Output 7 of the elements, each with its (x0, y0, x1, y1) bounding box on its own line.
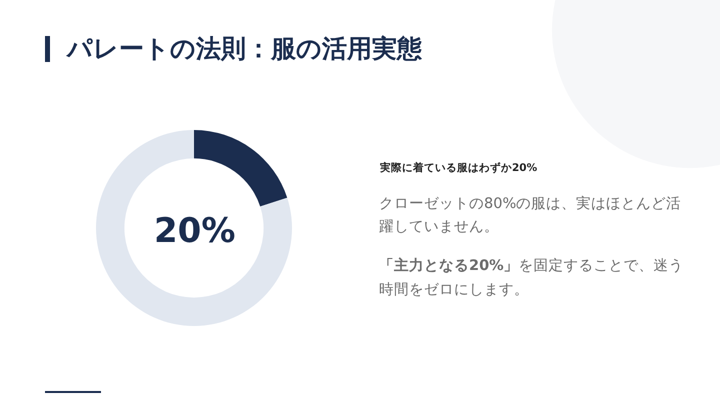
donut-slice (96, 130, 292, 326)
text: クローゼットの80%の服は、実はほとんど活躍していません。 (379, 195, 682, 235)
text: 実際に着ている服はわずか20% (379, 161, 538, 174)
text: 20% (154, 211, 236, 251)
chart-title: パレートの法則：服の活用実態 (65, 34, 423, 63)
text: 「主力となる20%」 (379, 256, 519, 274)
donut-slice (194, 130, 288, 206)
